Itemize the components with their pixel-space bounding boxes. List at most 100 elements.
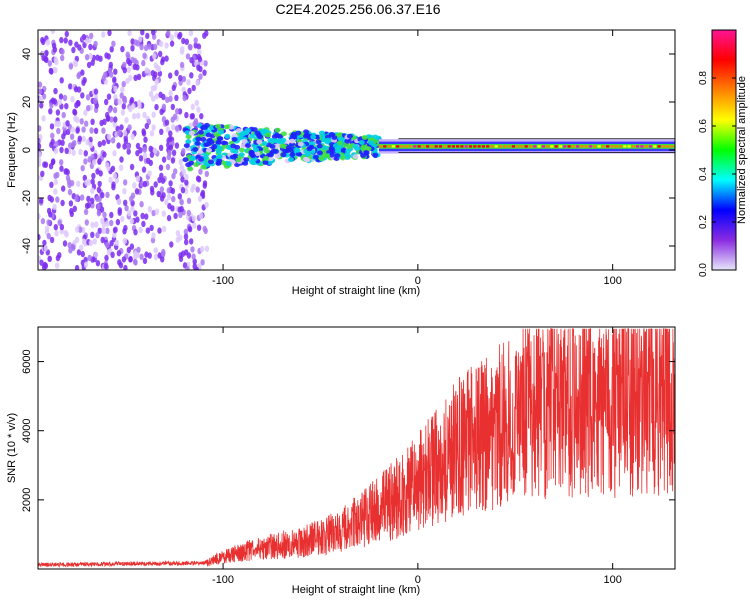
- heatmap-cell: [144, 122, 149, 130]
- heatmap-cell: [189, 155, 196, 161]
- heatmap-cell: [86, 105, 91, 112]
- heatmap-cell: [122, 237, 128, 245]
- heatmap-cell: [127, 210, 132, 217]
- heatmap-cell: [275, 138, 282, 144]
- heatmap-cell: [93, 88, 99, 95]
- heatmap-cell: [195, 79, 200, 86]
- heatmap-cell: [59, 36, 64, 44]
- line-xlabel: Height of straight line (km): [292, 584, 420, 596]
- line-x-tick-label: 0: [415, 574, 421, 586]
- heatmap-cell: [204, 170, 209, 178]
- heatmap-cell: [154, 103, 159, 111]
- heatmap-cell: [74, 264, 80, 270]
- heatmap-cell: [653, 145, 657, 148]
- heatmap-cell: [274, 153, 281, 159]
- heatmap-cell: [200, 136, 207, 142]
- heatmap-cell: [38, 81, 43, 88]
- heatmap-cell: [520, 145, 524, 148]
- heatmap-cell: [185, 265, 190, 270]
- heatmap-cell: [160, 177, 166, 184]
- heatmap-cell: [336, 132, 343, 138]
- heatmap-cell: [53, 224, 58, 231]
- heatmap-cell: [208, 159, 214, 165]
- heatmap-cell: [74, 41, 79, 48]
- heatmap-cell: [68, 83, 73, 90]
- heatmap-cell: [55, 171, 60, 179]
- heatmap-cell: [225, 161, 232, 167]
- heatmap-cell: [213, 131, 220, 137]
- heatmap-cell: [145, 227, 151, 234]
- heatmap-cell: [61, 111, 66, 119]
- heatmap-cell: [39, 259, 44, 266]
- heatmap-cell: [38, 88, 43, 95]
- heatmap-cell: [262, 160, 269, 165]
- heatmap-cell: [102, 151, 107, 158]
- heatmap-cell: [601, 145, 605, 148]
- heatmap-cell: [494, 145, 498, 148]
- heatmap-cell: [49, 102, 54, 109]
- heatmap-cell: [95, 260, 101, 267]
- heatmap-cell: [61, 185, 66, 192]
- heatmap-cell: [193, 162, 200, 168]
- heatmap-cell: [49, 123, 55, 130]
- heatmap-cell: [183, 143, 190, 149]
- heatmap-cell: [276, 134, 283, 139]
- heatmap-cell: [263, 156, 270, 161]
- heatmap-cell: [141, 128, 146, 135]
- heatmap-cell: [180, 176, 185, 183]
- heatmap-cell: [627, 145, 631, 148]
- heatmap-cell: [75, 226, 80, 233]
- heatmap-cell: [473, 145, 477, 148]
- heatmap-cell: [202, 32, 207, 39]
- heatmap-cell: [90, 197, 95, 204]
- heatmap-cell: [136, 112, 141, 119]
- heatmap-cell: [174, 125, 180, 132]
- line-y-ticks: 2000 4000 6000: [21, 349, 675, 512]
- heatmap-cell: [95, 195, 100, 202]
- heatmap-cell: [372, 152, 379, 158]
- heatmap-cell: [181, 75, 187, 83]
- heatmap-cell: [52, 203, 57, 211]
- heatmap-cell: [197, 129, 204, 135]
- heatmap-cell: [191, 84, 196, 92]
- heatmap-cell: [166, 193, 172, 201]
- heatmap-cell: [49, 236, 55, 244]
- heatmap-cell: [216, 136, 223, 141]
- heatmap-cell: [81, 238, 87, 245]
- heatmap-cell: [291, 133, 298, 139]
- heatmap-cell: [631, 145, 635, 148]
- heatmap-cell: [93, 127, 99, 134]
- heatmap-cell: [352, 143, 359, 149]
- heatmap-cell: [127, 59, 132, 67]
- heatmap-cell: [661, 145, 665, 148]
- colorbar-tick-label: 0.6: [698, 119, 709, 133]
- heatmap-cell: [81, 135, 86, 143]
- heatmap-cell: [173, 168, 178, 175]
- line-ylabel: SNR (10 * v/v): [6, 413, 18, 483]
- heatmap-cell: [363, 150, 370, 155]
- heatmap-cell: [173, 212, 178, 220]
- heatmap-cell: [188, 30, 194, 37]
- heatmap-cell: [171, 195, 176, 203]
- heatmap-cell: [108, 61, 114, 69]
- heatmap-cell: [196, 43, 202, 50]
- heatmap-cell: [67, 242, 72, 249]
- heatmap-cell: [346, 144, 353, 150]
- heatmap-cell: [101, 127, 106, 134]
- heatmap-cell: [74, 195, 79, 202]
- heatmap-cell: [151, 95, 156, 102]
- heatmap-cell: [139, 201, 144, 208]
- heatmap-cell: [50, 132, 55, 139]
- heatmap-cell: [153, 247, 158, 254]
- heatmap-cell: [61, 133, 66, 140]
- heatmap-cell: [59, 165, 64, 172]
- heatmap-cell: [129, 163, 135, 171]
- heatmap-cell: [53, 147, 59, 155]
- line-x-tick-label: -100: [212, 574, 234, 586]
- heatmap-cell: [170, 157, 176, 164]
- heatmap-cell: [129, 243, 135, 250]
- heatmap-cell: [86, 202, 92, 209]
- heatmap-y-ticks: -40 -20 0 20 40: [21, 48, 675, 254]
- heatmap-cell: [113, 68, 118, 75]
- heatmap-cell: [148, 159, 153, 167]
